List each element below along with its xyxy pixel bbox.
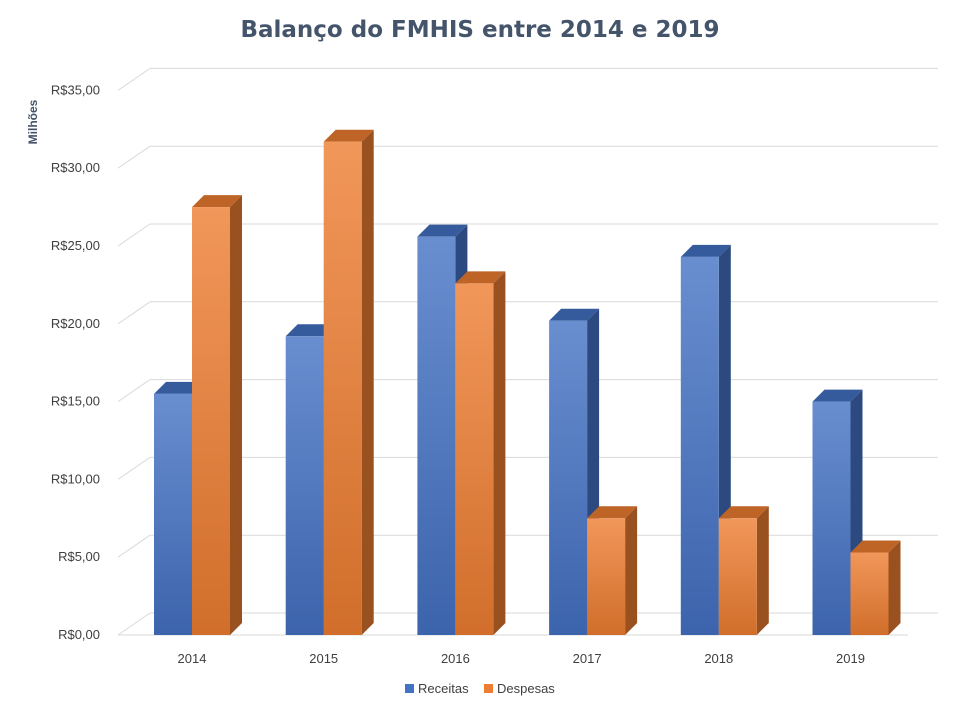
legend: Receitas Despesas bbox=[405, 681, 555, 696]
x-tick-label: 2015 bbox=[309, 651, 338, 666]
bar-front bbox=[718, 518, 757, 635]
x-tick-label: 2014 bbox=[178, 651, 207, 666]
bar-front bbox=[850, 552, 889, 635]
bar-front bbox=[154, 393, 192, 635]
bar-top bbox=[154, 381, 204, 394]
bar-top bbox=[680, 244, 731, 257]
y-tick-label: R$15,00 bbox=[51, 394, 100, 409]
y-tick-label: R$35,00 bbox=[51, 82, 100, 97]
bar-front bbox=[417, 236, 456, 635]
bar-front bbox=[455, 283, 494, 635]
legend-swatch bbox=[484, 684, 493, 693]
bar-top bbox=[549, 308, 600, 321]
bar-top bbox=[587, 506, 638, 519]
bar-despesas-2018 bbox=[718, 506, 769, 635]
bar-top bbox=[718, 506, 769, 519]
bar-side bbox=[888, 540, 901, 635]
bar-top bbox=[850, 540, 901, 553]
grid-connector bbox=[117, 534, 151, 558]
legend-label: Despesas bbox=[497, 681, 555, 696]
legend-item-receitas: Receitas bbox=[405, 681, 469, 696]
bar-side bbox=[361, 129, 374, 636]
bar-despesas-2019 bbox=[850, 540, 901, 635]
bar-top bbox=[192, 195, 242, 208]
x-axis-ticks: 2014 2015 2016 2017 2018 2019 bbox=[178, 651, 865, 666]
y-tick-label: R$0,00 bbox=[58, 627, 100, 642]
bar-front bbox=[680, 256, 719, 635]
bars bbox=[154, 129, 901, 636]
bar-side bbox=[756, 506, 769, 635]
grid-connector bbox=[117, 145, 151, 169]
bar-front bbox=[587, 518, 626, 635]
y-axis-label: Milhões bbox=[26, 99, 40, 144]
bar-side bbox=[493, 271, 506, 635]
grid-connector bbox=[117, 612, 151, 636]
bar-top bbox=[812, 389, 863, 402]
bar-front bbox=[812, 401, 851, 635]
bar-front bbox=[323, 141, 362, 636]
y-tick-label: R$10,00 bbox=[51, 471, 100, 486]
bar-side bbox=[230, 195, 242, 635]
legend-item-despesas: Despesas bbox=[484, 681, 555, 696]
y-tick-label: R$5,00 bbox=[58, 549, 100, 564]
y-tick-label: R$30,00 bbox=[51, 160, 100, 175]
legend-label: Receitas bbox=[418, 681, 469, 696]
y-tick-label: R$25,00 bbox=[51, 238, 100, 253]
grid-connector bbox=[117, 456, 151, 480]
bar-front bbox=[549, 320, 588, 635]
bar-despesas-2014 bbox=[192, 195, 242, 635]
bar-top bbox=[417, 224, 468, 237]
y-axis-ticks: R$0,00 R$5,00 R$10,00 R$15,00 R$20,00 R$25,00… bbox=[51, 82, 100, 642]
bar-front bbox=[192, 207, 230, 635]
bar-top bbox=[323, 129, 374, 142]
grid-connector bbox=[117, 67, 151, 91]
x-tick-label: 2018 bbox=[704, 651, 733, 666]
x-tick-label: 2017 bbox=[573, 651, 602, 666]
bar-top bbox=[285, 324, 336, 337]
bar-despesas-2017 bbox=[587, 506, 638, 635]
bar-front bbox=[285, 336, 324, 635]
bar-side bbox=[625, 506, 638, 635]
x-tick-label: 2016 bbox=[441, 651, 470, 666]
chart-title: Balanço do FMHIS entre 2014 e 2019 bbox=[240, 17, 719, 43]
bar-top bbox=[455, 271, 506, 284]
grid-connector bbox=[117, 223, 151, 247]
grid-connector bbox=[117, 379, 151, 403]
bar-despesas-2015 bbox=[323, 129, 374, 636]
bar-despesas-2016 bbox=[455, 271, 506, 635]
grid-lines bbox=[117, 67, 938, 636]
grid-connector bbox=[117, 301, 151, 325]
legend-swatch bbox=[405, 684, 414, 693]
x-tick-label: 2019 bbox=[836, 651, 865, 666]
y-tick-label: R$20,00 bbox=[51, 316, 100, 331]
